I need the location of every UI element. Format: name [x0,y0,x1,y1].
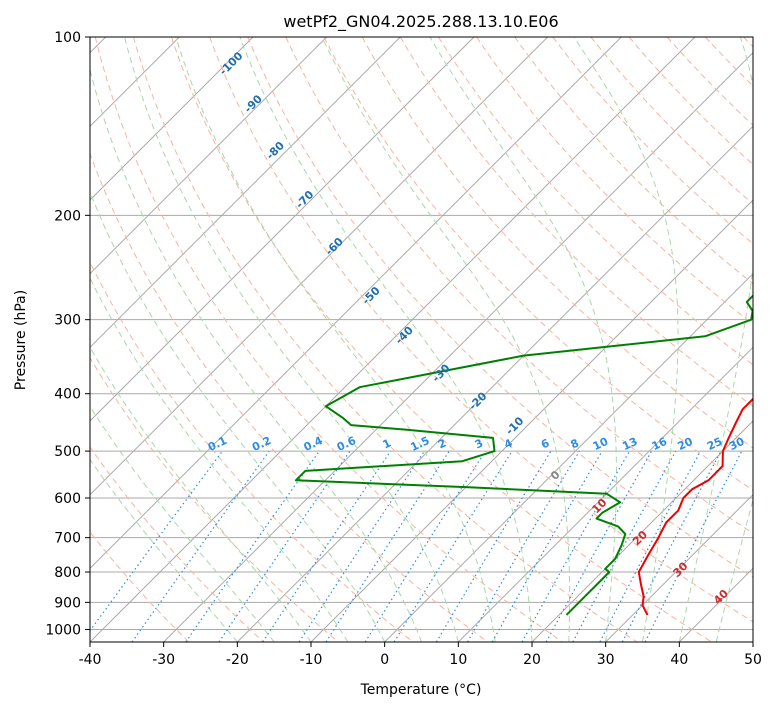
mixing-ratio-line [393,450,513,642]
y-tick-label: 900 [54,595,81,611]
x-tick-label: 10 [449,652,467,668]
dry-adiabat-line [209,37,753,623]
dry-adiabat-line [552,37,753,245]
x-tick-label: 40 [670,652,688,668]
mixing-ratio-line [364,450,486,642]
dry-adiabat-line [437,37,753,366]
background-lines [90,37,753,642]
y-tick-label: 400 [54,387,81,403]
moist-adiabat-line [321,37,571,642]
mixing-ratio-line [325,450,450,642]
moist-adiabat-line [124,37,459,642]
profile-lines [294,294,753,616]
moist-adiabat-line [573,37,679,642]
mixing-ratio-label: 16 [650,435,670,453]
mixing-ratio-label: 25 [705,435,724,453]
isotherm-line [90,37,328,275]
x-tick-label: -20 [226,652,249,668]
plot-frame [89,36,754,643]
moist-adiabat-line [90,67,422,642]
moist-adiabat-line [90,277,349,642]
mixing-ratio-line [435,450,552,642]
isotherm-line [531,420,753,642]
mixing-ratio-line [599,450,702,642]
plot-area [90,37,753,642]
chart-title: wetPf2_GN04.2025.288.13.10.E06 [283,12,558,32]
x-tick-label: 20 [523,652,541,668]
mixing-ratio-line [466,450,580,642]
dry-adiabat-line [285,37,753,535]
dry-adiabat-line [514,37,753,285]
x-tick-label: -40 [79,652,102,668]
x-tick-label: 0 [380,652,389,668]
mixing-ratio-line [185,450,320,642]
dry-adiabat-line [90,152,488,642]
isotherm-line [163,51,753,642]
y-tick-label: 300 [54,313,81,329]
x-tick-label: 30 [597,652,615,668]
isotherm-line [90,37,549,496]
mixing-ratio-line [572,450,677,642]
moist-adiabat-line [678,37,753,642]
moist-adiabat-line [90,405,275,642]
isotherm-line [90,37,254,201]
isotherm-line [384,272,753,642]
mixing-ratio-line [262,450,392,642]
mixing-ratio-label: 10 [591,435,611,453]
dry-adiabat-line [247,37,753,578]
y-tick-label: 200 [54,208,81,224]
y-tick-label: 700 [54,531,81,547]
y-tick-label: 500 [54,444,81,460]
axis-ticks: -40 -30 -20 -10 0 10 20 30 40 50 100 200 300 400 500 60… [45,30,762,668]
mixing-ratio-line [298,450,425,642]
isotherm-line [90,37,622,570]
isotherm-line [90,37,401,349]
y-axis-title: Pressure (hPa) [13,290,29,390]
moist-adiabat-line [90,458,238,642]
mixing-ratio-line [218,450,351,642]
dry-adiabat-line [90,531,190,642]
moist-adiabat-line [90,346,312,642]
dry-adiabat-line [94,37,563,642]
x-tick-label: -10 [300,652,323,668]
y-tick-label: 600 [54,491,81,507]
y-tick-label: 800 [54,565,81,581]
moist-adiabat-line [429,37,617,642]
y-tick-label: 1000 [45,622,81,638]
dry-adiabat-line [90,260,414,642]
y-tick-label: 100 [54,30,81,46]
isotherm-line [236,125,753,642]
isotherm-line [605,493,753,642]
dry-adiabat-line [171,37,712,642]
mixing-ratio-label: 20 [676,435,696,453]
dewpoint-profile-line [294,294,753,616]
x-axis-title: Temperature (°C) [360,682,482,698]
x-tick-label: -30 [152,652,175,668]
isotherm-line [90,37,475,422]
temperature-profile-line [637,397,753,616]
mixing-ratio-label: 30 [727,435,747,453]
moist-adiabat-line [239,37,533,642]
mixing-ratio-label: 13 [620,435,639,453]
dry-adiabat-line [399,37,753,407]
x-tick-label: 50 [744,652,762,668]
moist-adiabat-line [715,498,753,642]
dry-adiabat-line [90,446,264,642]
moist-adiabat-line [90,190,386,642]
isotherm-line [457,346,753,642]
